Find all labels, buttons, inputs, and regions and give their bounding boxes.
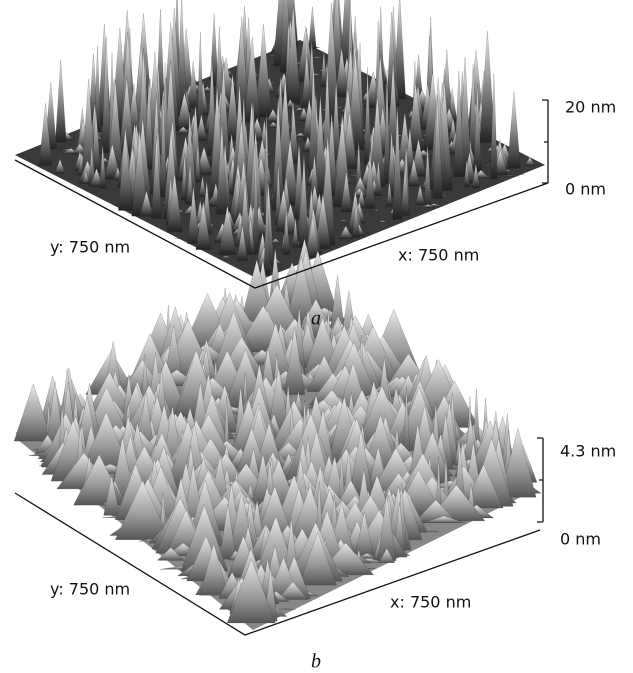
z-bottom-label: 0 nm <box>560 530 601 549</box>
surface-feature <box>507 92 520 169</box>
z-top-label: 20 nm <box>565 98 616 117</box>
page: 20 nm 0 nm y: 750 nm x: 750 nm a 4.3 nm … <box>0 0 633 673</box>
z-bottom-label: 0 nm <box>565 180 606 199</box>
z-axis <box>542 100 548 183</box>
surface-feature <box>55 60 66 142</box>
y-axis-label: y: 750 nm <box>50 238 130 257</box>
z-axis <box>537 438 543 522</box>
x-axis-label: x: 750 nm <box>390 593 471 612</box>
caption: a <box>311 308 321 330</box>
caption: b <box>311 651 321 673</box>
surface-b <box>14 239 541 630</box>
surface-feature <box>308 7 316 50</box>
y-axis-label: y: 750 nm <box>50 580 130 599</box>
z-top-label: 4.3 nm <box>560 442 616 461</box>
figure: 20 nm 0 nm y: 750 nm x: 750 nm a 4.3 nm … <box>0 0 633 673</box>
x-axis-label: x: 750 nm <box>398 246 479 265</box>
